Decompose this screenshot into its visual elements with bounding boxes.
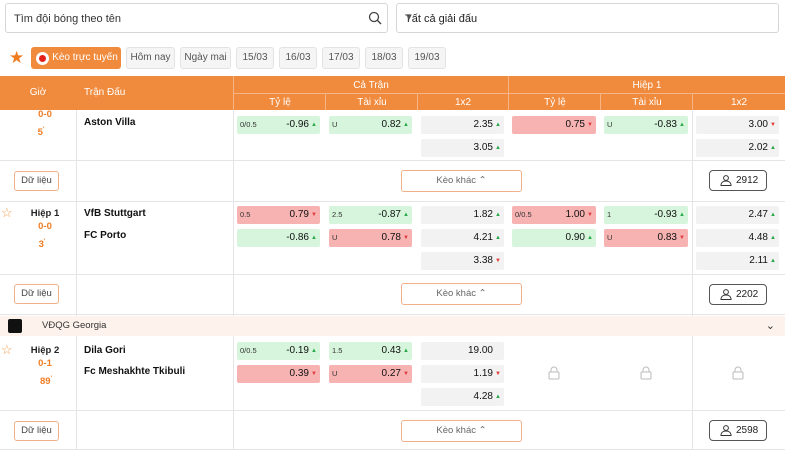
chevron-up-icon: ⌃ — [478, 425, 487, 436]
tab-date[interactable]: 15/03 — [236, 47, 274, 69]
odds-cell[interactable]: U -0.83 ▲ — [604, 116, 688, 134]
data-button[interactable]: Dữ liệu — [14, 171, 59, 191]
odds-cell[interactable]: 0/0.5 1.00 ▼ — [512, 206, 596, 224]
odds-cell[interactable]: 1.82 ▲ — [421, 206, 504, 224]
search-input[interactable]: Tìm đội bóng theo tên — [5, 3, 388, 33]
search-placeholder: Tìm đội bóng theo tên — [14, 13, 122, 25]
odds-cell[interactable]: 0.75 ▼ — [512, 116, 596, 134]
data-button[interactable]: Dữ liệu — [14, 421, 59, 441]
home-team: VfB Stuttgart — [84, 208, 146, 219]
match-score: 0-0 — [38, 221, 52, 232]
away-team: Fc Meshakhte Tkibuli — [84, 366, 186, 377]
odds-cell[interactable]: 19.00 — [421, 342, 504, 360]
divider — [0, 314, 785, 315]
odds-cell[interactable]: 0/0.5 -0.19 ▲ — [237, 342, 320, 360]
chevron-down-icon[interactable]: ⌄ — [765, 320, 775, 332]
match-period: Hiệp 2 — [30, 345, 60, 356]
chevron-down-icon: ▼ — [405, 13, 413, 22]
col-over-under: Tài xỉu — [357, 97, 387, 108]
odds-cell[interactable]: 3.38 ▼ — [421, 252, 504, 270]
odds-cell[interactable]: 3.00 ▼ — [696, 116, 779, 134]
match-period: Hiệp 1 — [30, 208, 60, 219]
odds-cell[interactable]: 4.28 ▲ — [421, 388, 504, 406]
odds-cell[interactable]: 0.90 ▲ — [512, 229, 596, 247]
league-select-value: Tất cả giải đấu — [405, 13, 478, 25]
tab-date[interactable]: 18/03 — [365, 47, 403, 69]
match-minute: 5' — [37, 127, 45, 139]
odds-cell[interactable]: U 0.27 ▼ — [329, 365, 412, 383]
users-icon — [720, 425, 732, 436]
odds-cell[interactable]: 0/0.5 -0.96 ▲ — [237, 116, 320, 134]
odds-cell[interactable]: 2.02 ▲ — [696, 139, 779, 157]
favorite-star-icon[interactable]: ☆ — [1, 342, 13, 357]
home-team: Aston Villa — [84, 117, 136, 128]
live-icon — [36, 52, 49, 65]
away-team: FC Porto — [84, 230, 127, 241]
league-header[interactable]: VĐQG Georgia ⌄ — [0, 316, 785, 336]
col-handicap: Tỷ lệ — [269, 97, 291, 108]
odds-cell[interactable]: 0.5 0.79 ▼ — [237, 206, 320, 224]
users-icon — [720, 175, 732, 186]
match-minute: 3' — [38, 239, 46, 251]
col-time: Giờ — [29, 87, 47, 98]
odds-cell[interactable]: 1.5 0.43 ▲ — [329, 342, 412, 360]
lock-icon — [732, 366, 744, 383]
viewers-button[interactable]: 2598 — [709, 420, 767, 441]
divider — [0, 160, 785, 161]
chevron-up-icon: ⌃ — [478, 288, 487, 299]
divider — [0, 274, 785, 275]
league-logo — [8, 319, 22, 333]
search-icon[interactable] — [368, 11, 382, 25]
match-score: 0-0 — [38, 109, 52, 120]
date-tabs: ★ Kèo trực tuyến Hôm nay Ngày mai 15/03 … — [0, 45, 785, 71]
col-match: Trận Đấu — [84, 87, 126, 98]
col-full-match: Cả Trận — [353, 80, 389, 91]
lock-icon — [640, 366, 652, 383]
divider — [0, 201, 785, 202]
tab-tomorrow[interactable]: Ngày mai — [180, 47, 231, 69]
home-team: Dila Gori — [84, 345, 126, 356]
odds-cell[interactable]: 2.11 ▲ — [696, 252, 779, 270]
league-select[interactable]: Tất cả giải đấu ▼ — [396, 3, 779, 33]
more-odds-button[interactable]: Kèo khác ⌃ — [401, 420, 522, 442]
tab-date[interactable]: 16/03 — [279, 47, 317, 69]
lock-icon — [548, 366, 560, 383]
odds-cell[interactable]: 2.47 ▲ — [696, 206, 779, 224]
odds-cell[interactable]: 1.19 ▼ — [421, 365, 504, 383]
favorite-star-icon[interactable]: ☆ — [1, 205, 13, 220]
col-over-under-h1: Tài xỉu — [632, 97, 662, 108]
odds-cell[interactable]: 3.05 ▲ — [421, 139, 504, 157]
chevron-up-icon: ⌃ — [478, 175, 487, 186]
odds-cell[interactable]: U 0.83 ▼ — [604, 229, 688, 247]
tab-today[interactable]: Hôm nay — [126, 47, 175, 69]
favorite-star-icon[interactable]: ★ — [9, 48, 25, 67]
odds-cell[interactable]: 2.5 -0.87 ▲ — [329, 206, 412, 224]
viewers-button[interactable]: 2202 — [709, 284, 767, 305]
col-1x2: 1x2 — [454, 97, 472, 108]
more-odds-button[interactable]: Kèo khác ⌃ — [401, 283, 522, 305]
odds-cell[interactable]: U 0.78 ▼ — [329, 229, 412, 247]
league-name: VĐQG Georgia — [42, 320, 107, 331]
viewers-button[interactable]: 2912 — [709, 170, 767, 191]
odds-cell[interactable]: 4.21 ▲ — [421, 229, 504, 247]
match-score: 0-1 — [38, 358, 52, 369]
divider — [0, 410, 785, 411]
col-handicap-h1: Tỷ lệ — [544, 97, 566, 108]
table-header: Giờ Trận Đấu Cả Trận Hiệp 1 Tỷ lệ Tài xỉ… — [0, 76, 785, 110]
odds-cell[interactable]: 2.35 ▲ — [421, 116, 504, 134]
odds-cell[interactable]: 4.48 ▲ — [696, 229, 779, 247]
match-minute: 89' — [39, 376, 52, 388]
odds-cell[interactable]: -0.86 ▲ — [237, 229, 320, 247]
tab-date[interactable]: 19/03 — [408, 47, 446, 69]
col-half1: Hiệp 1 — [632, 80, 662, 91]
col-1x2-h1: 1x2 — [730, 97, 748, 108]
tab-live[interactable]: Kèo trực tuyến — [31, 47, 121, 69]
data-button[interactable]: Dữ liệu — [14, 284, 59, 304]
odds-cell[interactable]: U 0.82 ▲ — [329, 116, 412, 134]
odds-cell[interactable]: 0.39 ▼ — [237, 365, 320, 383]
tab-date[interactable]: 17/03 — [322, 47, 360, 69]
more-odds-button[interactable]: Kèo khác ⌃ — [401, 170, 522, 192]
users-icon — [720, 289, 732, 300]
odds-cell[interactable]: 1 -0.93 ▲ — [604, 206, 688, 224]
